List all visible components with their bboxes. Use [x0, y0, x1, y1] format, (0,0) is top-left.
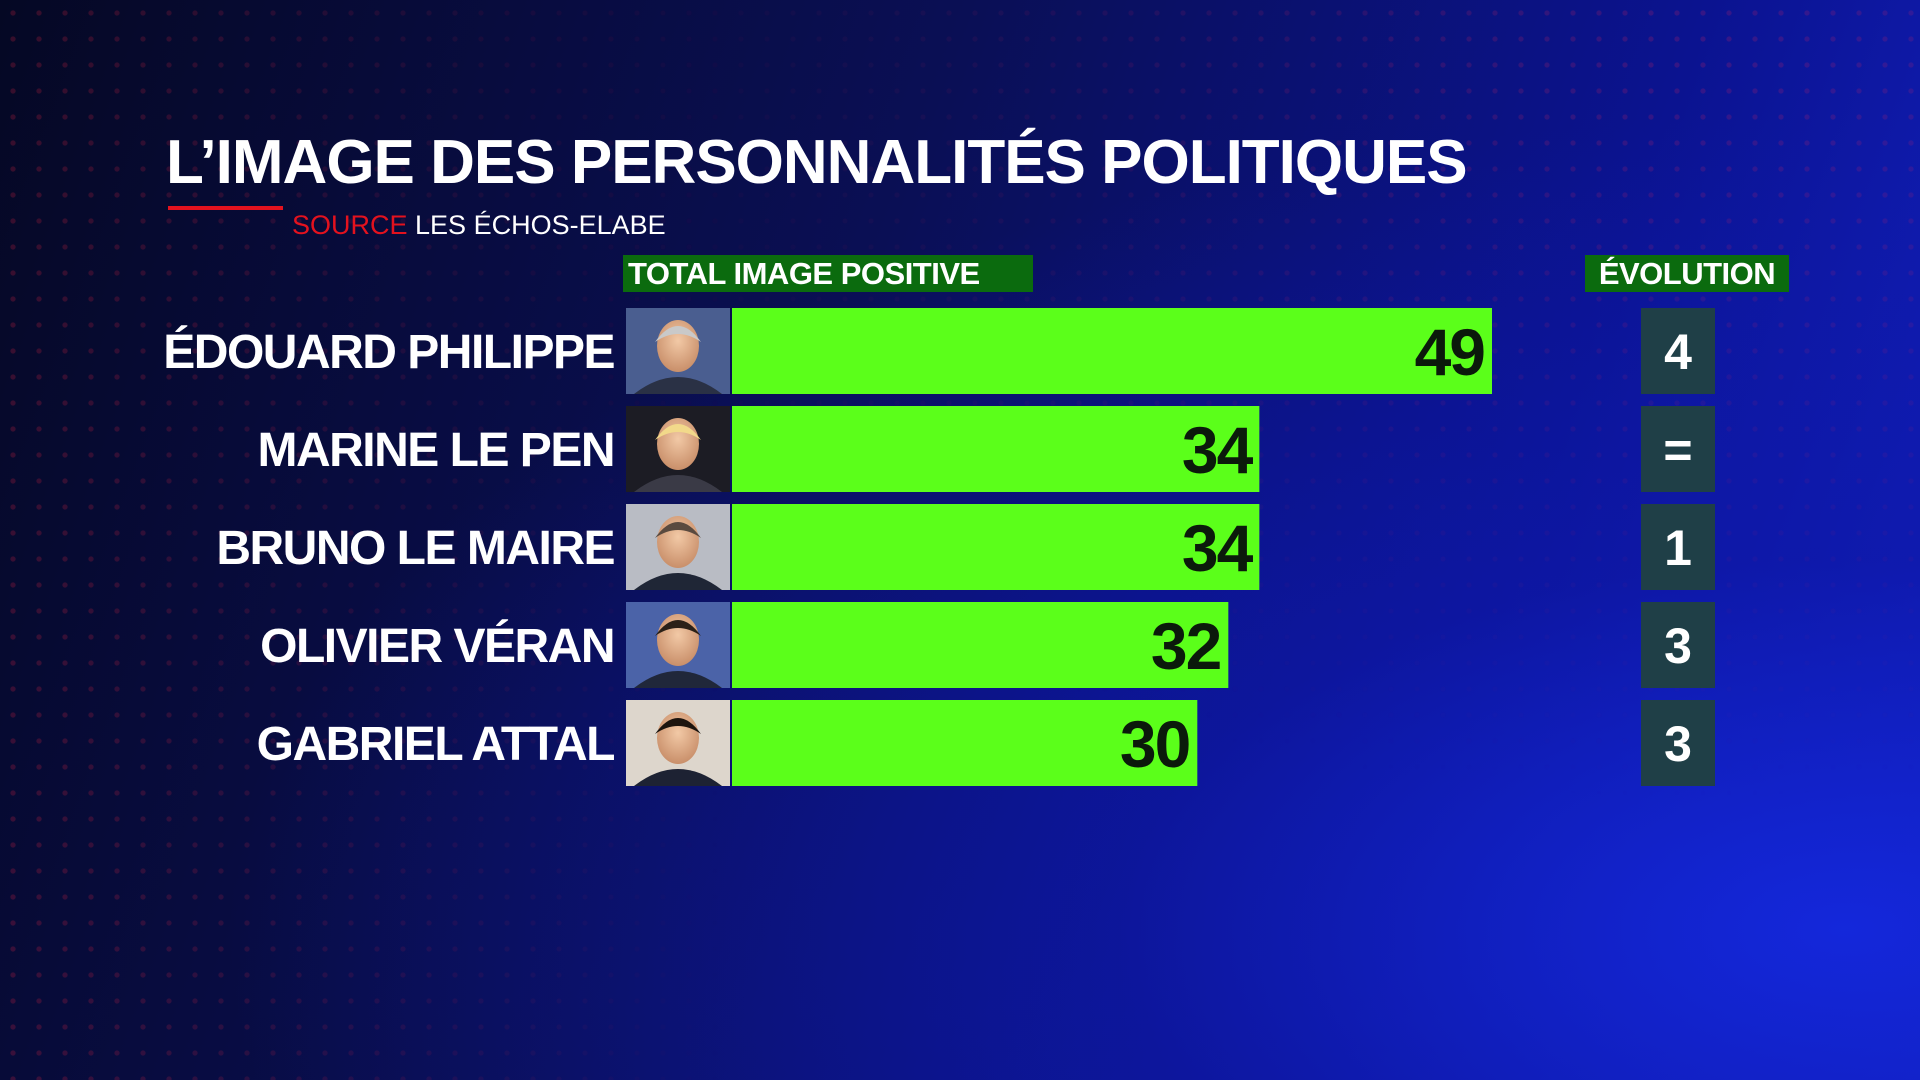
evolution-value: 4 [1664, 324, 1692, 380]
bar [732, 406, 1260, 492]
bar-row: BRUNO LE MAIRE 34 1 [216, 504, 1715, 590]
title-underline [168, 206, 283, 210]
portrait-olivier-veran [626, 602, 730, 688]
category-label: BRUNO LE MAIRE [216, 522, 614, 575]
bar-row: GABRIEL ATTAL 30 3 [257, 700, 1715, 786]
bar-value-label: 32 [1151, 609, 1221, 683]
portrait-shoulders [634, 671, 722, 688]
portrait-shoulders [634, 377, 722, 394]
portrait-marine-le-pen [626, 406, 730, 492]
portrait-hair [655, 522, 701, 538]
bar [732, 602, 1229, 688]
bar [732, 504, 1260, 590]
evolution-box [1641, 308, 1715, 394]
evolution-box [1641, 700, 1715, 786]
evolution-value: = [1663, 422, 1692, 478]
evolution-box [1641, 504, 1715, 590]
portrait-shoulders [634, 769, 722, 786]
portrait-hair [655, 620, 701, 636]
source-label: SOURCE [292, 210, 408, 240]
source-line: SOURCE LES ÉCHOS-ELABE [292, 212, 666, 239]
evolution-value: 3 [1664, 618, 1692, 674]
bar-value-label: 34 [1182, 511, 1254, 585]
portrait-shoulders [634, 475, 722, 492]
portrait-hair [655, 718, 701, 734]
portrait-shoulders [634, 573, 722, 590]
portrait-bruno-le-maire [626, 504, 730, 590]
bar-row: OLIVIER VÉRAN 32 3 [260, 602, 1715, 688]
bar-value-label: 30 [1120, 707, 1189, 781]
evolution-value: 3 [1664, 716, 1692, 772]
category-label: GABRIEL ATTAL [257, 718, 615, 771]
bar [732, 700, 1198, 786]
portrait-hair [655, 326, 701, 342]
category-label: ÉDOUARD PHILIPPE [163, 325, 614, 379]
portrait-gabriel-attal [626, 700, 730, 786]
evolution-box [1641, 406, 1715, 492]
bar-value-label: 34 [1182, 413, 1254, 487]
source-value: LES ÉCHOS-ELABE [415, 210, 666, 240]
category-label: MARINE LE PEN [257, 424, 614, 477]
bar [732, 308, 1492, 394]
bar-row: MARINE LE PEN 34 = [257, 406, 1715, 492]
portrait-edouard-philippe [626, 308, 730, 394]
bar-row: ÉDOUARD PHILIPPE 49 4 [163, 308, 1715, 394]
portrait-hair [655, 424, 701, 440]
evolution-box [1641, 602, 1715, 688]
evolution-value: 1 [1664, 520, 1692, 576]
category-label: OLIVIER VÉRAN [260, 619, 614, 673]
column-header-total-image-positive: TOTAL IMAGE POSITIVE [623, 255, 1033, 292]
column-header-evolution: ÉVOLUTION [1585, 255, 1789, 292]
chart-title: L’IMAGE DES PERSONNALITÉS POLITIQUES [166, 128, 1468, 197]
bar-value-label: 49 [1415, 315, 1485, 389]
